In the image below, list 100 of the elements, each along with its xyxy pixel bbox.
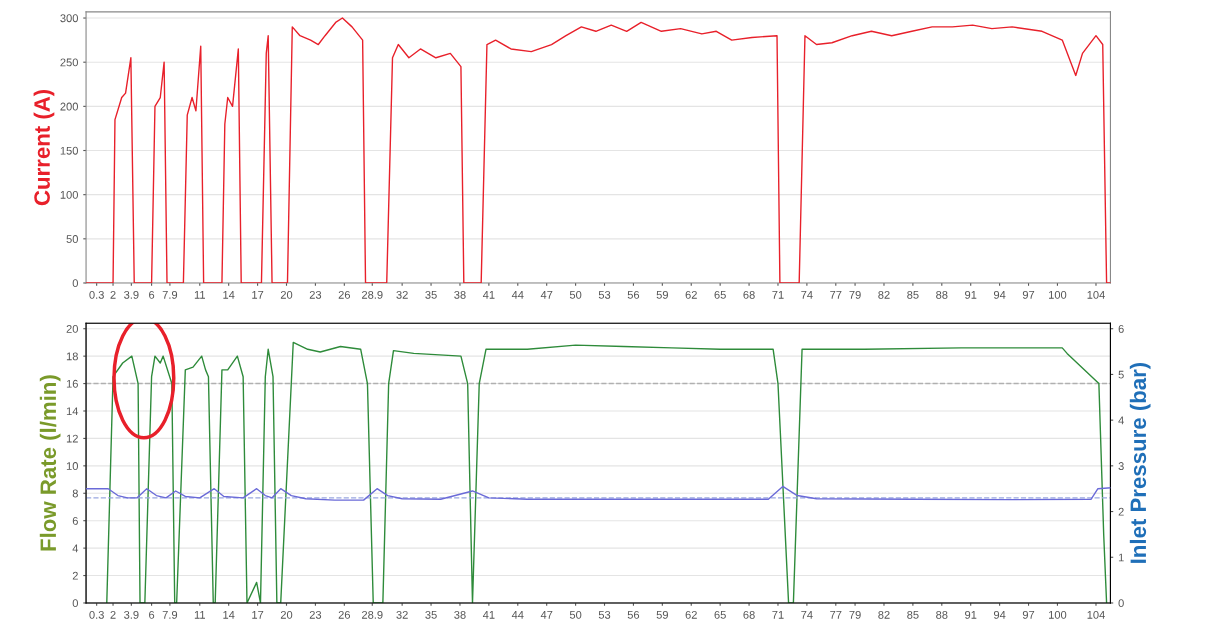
- y2-tick-label: 6: [1118, 324, 1124, 333]
- y2-tick-label: 4: [1118, 416, 1124, 425]
- y-tick-label: 18: [66, 352, 78, 361]
- x-tick-label: 88: [936, 290, 948, 299]
- x-tick-label: 91: [965, 610, 977, 619]
- x-tick-label: 71: [772, 291, 784, 299]
- y-tick-label: 8: [72, 489, 78, 498]
- x-tick-label: 104: [1087, 290, 1105, 299]
- x-tick-label: 50: [569, 610, 582, 619]
- x-tick-label: 28.9: [362, 610, 383, 619]
- x-tick-label: 62: [685, 610, 697, 619]
- x-tick-label: 82: [878, 290, 890, 299]
- x-tick-label: 14: [223, 291, 235, 299]
- x-tick-label: 23: [309, 290, 322, 299]
- y-tick-label: 12: [66, 434, 78, 443]
- x-tick-label: 6: [149, 610, 155, 619]
- x-tick-label: 71: [772, 611, 784, 619]
- x-tick-label: 6: [149, 290, 155, 299]
- x-tick-label: 26: [338, 290, 351, 299]
- x-tick-label: 41: [482, 291, 495, 299]
- x-tick-label: 88: [936, 610, 948, 619]
- x-tick-label: 68: [743, 290, 755, 299]
- x-tick-label: 56: [627, 290, 640, 299]
- x-tick-label: 94: [993, 290, 1006, 299]
- y-tick-label: 2: [72, 571, 78, 580]
- x-tick-label: 82: [878, 610, 890, 619]
- y2-axis-title: Inlet Pressure (bar): [1129, 362, 1151, 563]
- x-tick-label: 3.9: [124, 290, 139, 299]
- x-tick-label: 77: [830, 291, 842, 299]
- y-tick-label: 20: [66, 324, 78, 333]
- x-tick-label: 94: [993, 610, 1006, 619]
- x-tick-label: 32: [396, 290, 408, 299]
- y-axis-title: Current (A): [33, 89, 55, 206]
- x-tick-label: 91: [965, 290, 977, 299]
- x-tick-label: 97: [1022, 290, 1035, 299]
- y-tick-label: 4: [72, 544, 79, 553]
- x-tick-label: 2: [110, 290, 116, 299]
- x-tick-label: 77: [830, 611, 842, 619]
- x-tick-label: 44: [511, 291, 524, 299]
- y2-tick-label: 3: [1118, 462, 1124, 470]
- x-tick-label: 100: [1049, 290, 1067, 299]
- x-tick-label: 0.3: [89, 290, 104, 299]
- x-tick-label: 68: [743, 610, 755, 619]
- x-tick-label: 59: [656, 610, 668, 619]
- x-tick-label: 7.9: [162, 290, 178, 299]
- x-tick-label: 28.9: [362, 290, 383, 299]
- x-tick-label: 17: [252, 291, 264, 299]
- y-tick-label: 50: [66, 235, 78, 243]
- x-tick-label: 97: [1022, 610, 1035, 619]
- x-tick-label: 38: [454, 610, 466, 619]
- x-tick-label: 47: [540, 291, 553, 299]
- x-tick-label: 50: [569, 290, 582, 299]
- x-tick-label: 41: [482, 611, 495, 619]
- x-tick-label: 35: [425, 610, 437, 619]
- y2-tick-label: 5: [1118, 370, 1124, 379]
- line-series: [106, 341, 1108, 603]
- x-tick-label: 7.9: [162, 610, 178, 619]
- y-tick-label: 200: [60, 102, 78, 111]
- x-tick-label: 14: [223, 611, 235, 619]
- x-tick-label: 35: [425, 290, 437, 299]
- x-tick-label: 20: [280, 610, 293, 619]
- y-tick-label: 6: [72, 516, 78, 525]
- x-tick-label: 65: [714, 290, 726, 299]
- x-tick-label: 62: [685, 290, 697, 299]
- line-series: [86, 485, 1111, 501]
- x-tick-label: 104: [1087, 610, 1105, 619]
- x-tick-label: 100: [1049, 610, 1067, 619]
- x-tick-label: 74: [801, 611, 813, 619]
- x-tick-label: 79: [849, 610, 861, 619]
- x-tick-label: 56: [627, 610, 640, 619]
- x-tick-label: 11: [194, 291, 205, 299]
- x-tick-label: 74: [801, 291, 813, 299]
- x-tick-label: 53: [598, 610, 611, 619]
- x-tick-label: 3.9: [124, 610, 139, 619]
- x-tick-label: 20: [280, 290, 293, 299]
- x-tick-label: 0.3: [89, 610, 104, 619]
- x-tick-label: 85: [907, 610, 919, 619]
- y-tick-label: 0: [72, 599, 78, 608]
- x-tick-label: 47: [540, 611, 553, 619]
- x-tick-label: 38: [454, 290, 466, 299]
- x-tick-label: 11: [194, 611, 205, 619]
- y-tick-label: 16: [66, 379, 78, 388]
- y-tick-label: 10: [66, 462, 78, 470]
- x-tick-label: 65: [714, 610, 726, 619]
- y-tick-label: 150: [60, 146, 78, 155]
- x-tick-label: 2: [110, 610, 116, 619]
- x-tick-label: 79: [849, 290, 861, 299]
- y2-tick-label: 0: [1118, 599, 1124, 608]
- y2-tick-label: 2: [1118, 507, 1124, 516]
- y-tick-label: 300: [60, 14, 78, 23]
- x-tick-label: 53: [598, 290, 611, 299]
- x-tick-label: 59: [656, 290, 668, 299]
- x-tick-label: 26: [338, 610, 351, 619]
- x-tick-label: 32: [396, 610, 408, 619]
- y-tick-label: 250: [60, 58, 78, 67]
- y2-tick-label: 1: [1118, 553, 1124, 562]
- x-tick-label: 23: [309, 610, 322, 619]
- y-tick-label: 14: [66, 407, 79, 416]
- y-axis-title: Flow Rate (l/min): [39, 375, 61, 551]
- y-tick-label: 0: [72, 279, 78, 288]
